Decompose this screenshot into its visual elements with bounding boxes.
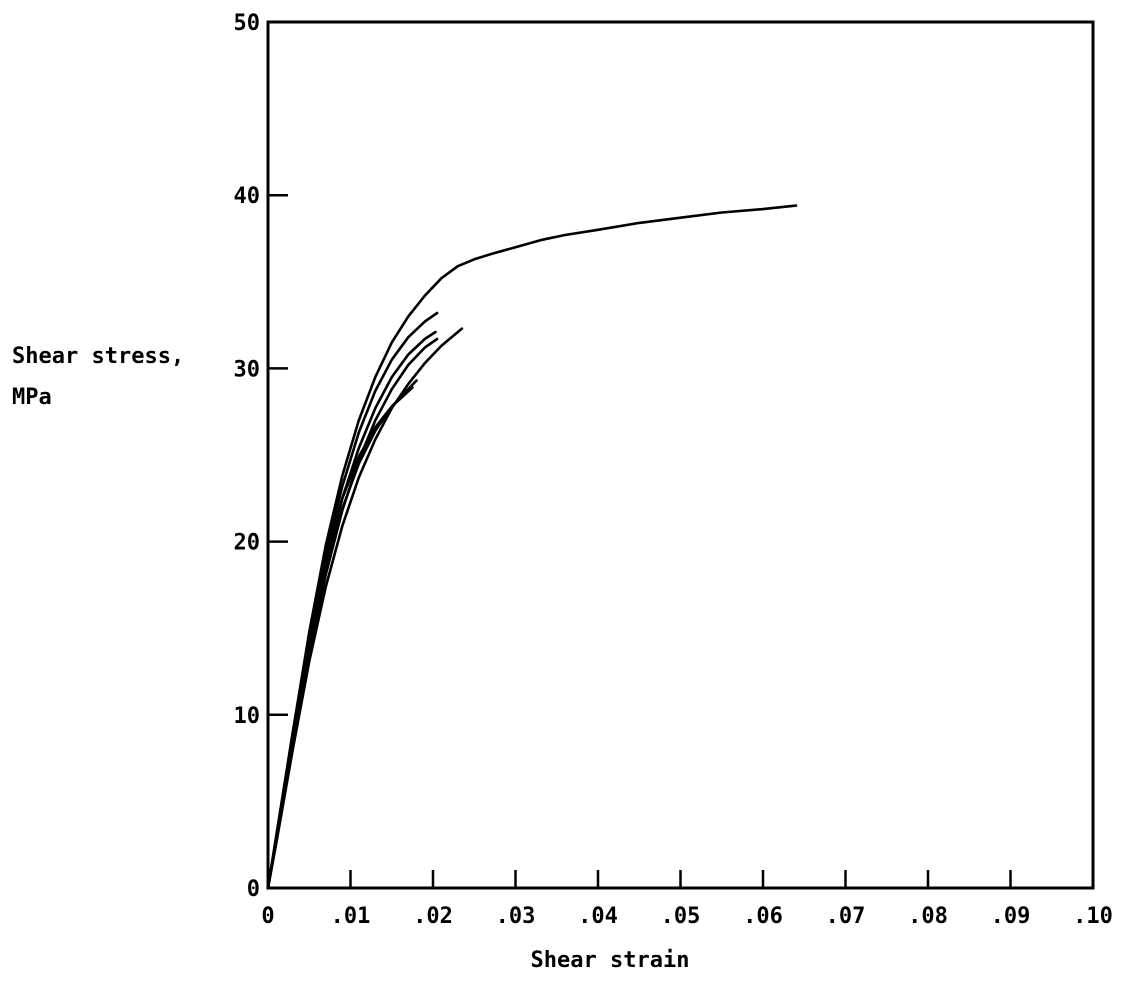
x-tick-label: .05 bbox=[661, 904, 701, 929]
x-tick-label: 0 bbox=[261, 904, 274, 929]
y-tick-label: 20 bbox=[234, 531, 261, 556]
x-tick-label: .03 bbox=[496, 904, 536, 929]
y-axis-label-line1: Shear stress, bbox=[12, 344, 184, 369]
y-tick-label: 10 bbox=[234, 704, 261, 729]
series-line-3 bbox=[266, 330, 437, 890]
y-tick-label: 0 bbox=[247, 877, 260, 902]
x-tick-label: .02 bbox=[413, 904, 453, 929]
x-tick-label: .01 bbox=[331, 904, 371, 929]
x-tick-label: .08 bbox=[908, 904, 948, 929]
plot-frame bbox=[266, 20, 1095, 890]
y-axis-label-line2: MPa bbox=[12, 385, 52, 410]
series-line-4 bbox=[266, 337, 439, 890]
x-axis-label: Shear strain bbox=[531, 948, 690, 973]
data-series bbox=[266, 204, 798, 890]
x-tick-label: .04 bbox=[578, 904, 618, 929]
y-tick-label: 50 bbox=[234, 11, 261, 36]
y-axis-ticks: 0 10 20 30 40 50 bbox=[234, 11, 288, 902]
x-tick-label: .06 bbox=[743, 904, 783, 929]
series-line-5 bbox=[266, 327, 464, 890]
series-line-7 bbox=[266, 379, 418, 890]
series-line-1 bbox=[266, 204, 798, 890]
x-tick-label: .10 bbox=[1073, 904, 1113, 929]
x-tick-label: .09 bbox=[991, 904, 1031, 929]
y-tick-label: 40 bbox=[234, 184, 261, 209]
x-tick-label: .07 bbox=[826, 904, 866, 929]
x-axis-ticks: 0 .01 .02 .03 .04 .05 .06 .07 .08 .09 .10 bbox=[261, 870, 1113, 929]
y-tick-label: 30 bbox=[234, 357, 261, 382]
series-line-6 bbox=[266, 386, 414, 890]
series-line-2 bbox=[266, 311, 439, 890]
